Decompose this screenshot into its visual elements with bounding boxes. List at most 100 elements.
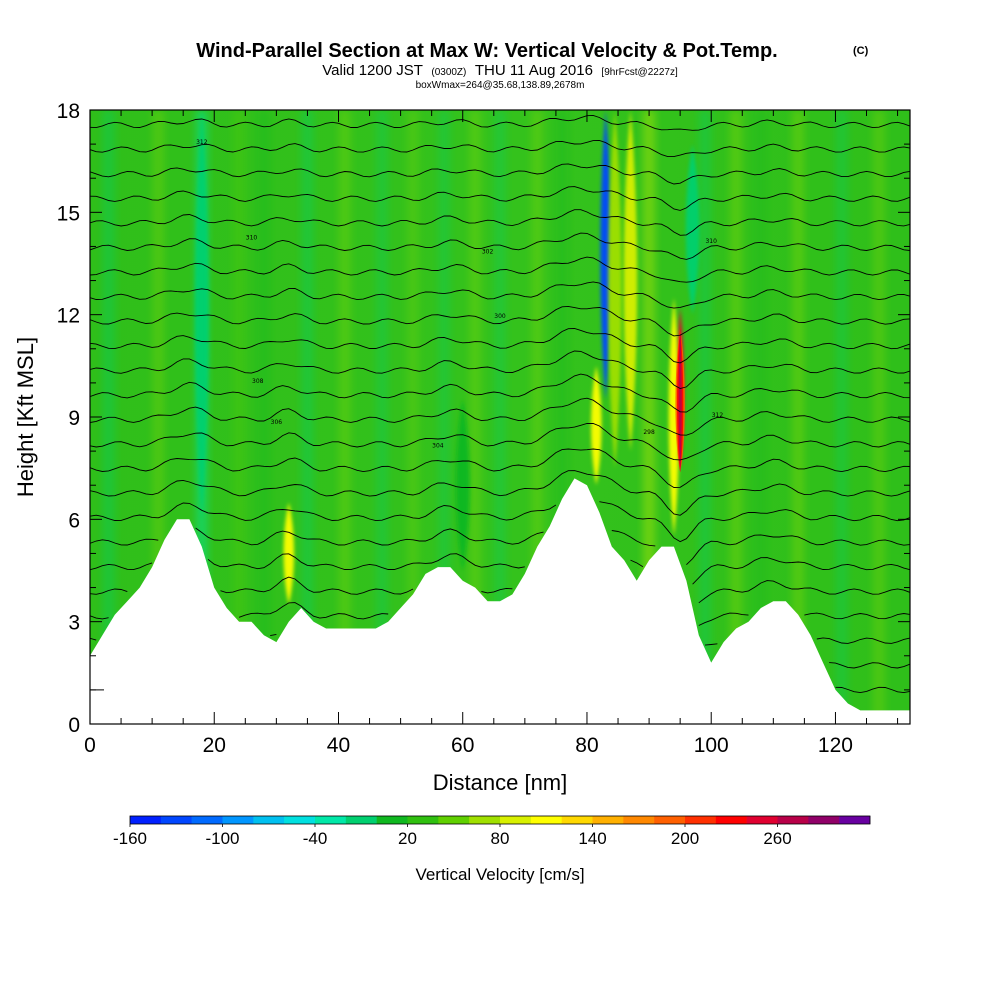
y-tick-label: 15 <box>57 202 80 225</box>
theta-contour-line <box>90 350 910 389</box>
velocity-stripe <box>338 110 351 724</box>
colorbar-tick-label: -100 <box>205 829 239 848</box>
theta-contour-line <box>90 232 910 260</box>
colorbar-tick-label: -160 <box>113 829 147 848</box>
colorbar-swatch <box>715 816 747 824</box>
theta-contour-label: 302 <box>482 248 494 255</box>
velocity-stripe <box>792 110 805 724</box>
theta-contour-line <box>90 373 910 413</box>
colorbar-tick-label: 260 <box>763 829 791 848</box>
theta-contour-label: 306 <box>271 419 283 426</box>
colorbar-swatch <box>592 816 624 824</box>
velocity-stripe <box>699 110 711 724</box>
velocity-stripe <box>754 110 767 724</box>
y-tick-label: 12 <box>57 305 80 328</box>
colorbar-swatch <box>222 816 254 824</box>
colorbar-swatch <box>253 816 285 824</box>
colorbar-swatch <box>777 816 809 824</box>
x-tick-label: 0 <box>84 734 96 757</box>
theta-contour-line <box>829 662 910 669</box>
x-axis-ticks: 0 20 40 60 80 100 120 <box>84 110 899 757</box>
colorbar-swatch <box>746 816 778 824</box>
theta-contour-label: 310 <box>705 238 717 245</box>
theta-contour-line <box>90 140 910 158</box>
theta-contour-label: 310 <box>246 235 258 242</box>
colorbar-tick-label: 140 <box>578 829 606 848</box>
velocity-stripe <box>730 110 743 724</box>
theta-contour-line <box>90 501 910 543</box>
velocity-stripe <box>257 110 270 724</box>
theta-contour-label: 298 <box>643 429 655 436</box>
colorbar-swatch <box>654 816 686 824</box>
colorbar-swatch <box>438 816 470 824</box>
theta-contour-label: 300 <box>494 313 506 320</box>
theta-contour-line <box>90 397 910 436</box>
theta-contour-line <box>835 686 910 694</box>
updraft-core <box>678 327 682 473</box>
theta-contour-line <box>90 209 910 236</box>
theta-contour-line <box>90 281 910 309</box>
valid-date: THU 11 Aug 2016 <box>475 62 593 79</box>
theta-contour-label: 308 <box>252 378 264 385</box>
colorbar-swatch <box>469 816 501 824</box>
colorbar-swatch <box>130 816 162 824</box>
theta-contour-line <box>90 305 910 337</box>
theta-contour-line <box>90 576 910 604</box>
theta-contours: 312 310 308 306 304 302 300 298 312 310 <box>90 114 910 694</box>
x-tick-label: 120 <box>818 734 853 757</box>
title-block: Wind-Parallel Section at Max W: Vertical… <box>196 40 868 91</box>
colorbar-swatch <box>160 816 192 824</box>
copyright-mark: (C) <box>853 45 869 57</box>
colorbar-swatch <box>284 816 316 824</box>
x-tick-label: 60 <box>451 734 474 757</box>
colorbar-swatch <box>561 816 593 824</box>
velocity-core <box>195 110 209 520</box>
colorbar-swatch <box>839 816 871 824</box>
valid-prefix: Valid 1200 JST <box>322 62 423 79</box>
colorbar-tick-label: 20 <box>398 829 417 848</box>
colorbar-tick-label: 80 <box>491 829 510 848</box>
theta-contour-label: 304 <box>432 443 444 450</box>
theta-contour-line <box>90 114 910 131</box>
x-tick-label: 80 <box>575 734 598 757</box>
theta-contour-line <box>90 602 910 626</box>
theta-contour-line <box>90 186 910 211</box>
valid-utc: (0300Z) <box>431 67 466 78</box>
colorbar-swatch <box>191 816 223 824</box>
velocity-core <box>668 297 680 537</box>
colorbar-label: Vertical Velocity [cm/s] <box>415 865 584 884</box>
colorbar-swatch <box>315 816 347 824</box>
theta-contour-line <box>90 256 910 283</box>
colorbar-swatch <box>530 816 562 824</box>
theta-contour-line <box>90 553 910 585</box>
x-tick-label: 40 <box>327 734 350 757</box>
colorbar-swatch <box>500 816 532 824</box>
y-axis-ticks: 0 3 6 9 12 15 18 <box>57 100 910 737</box>
velocity-stripe <box>469 110 482 724</box>
theta-contour-line <box>90 470 910 516</box>
theta-contour-line <box>90 633 910 646</box>
colorbar-tick-label: 200 <box>671 829 699 848</box>
colorbar-swatch <box>808 816 840 824</box>
x-tick-label: 100 <box>694 734 729 757</box>
colorbar-swatch <box>685 816 717 824</box>
theta-contour-line <box>90 527 910 566</box>
theta-contour-label: 312 <box>712 412 724 419</box>
colorbar-tick-label: -40 <box>303 829 328 848</box>
theta-contour-line <box>90 422 910 461</box>
box-wmax-line: boxWmax=264@35.68,138.89,2678m <box>416 80 585 91</box>
velocity-stripe <box>375 110 388 724</box>
velocity-core <box>455 399 470 571</box>
forecast-info: [9hrFcst@2227z] <box>601 67 678 78</box>
y-axis-label: Height [Kft MSL] <box>13 337 38 497</box>
velocity-core <box>608 110 622 469</box>
terrain-mask <box>90 478 910 724</box>
y-tick-label: 18 <box>57 100 80 123</box>
velocity-stripe <box>301 110 314 724</box>
colorbar-swatch <box>376 816 408 824</box>
theta-contour-line <box>90 448 910 488</box>
colorbar: -160 -100 -40 20 80 140 200 260 <box>113 815 871 848</box>
y-tick-label: 0 <box>68 714 80 737</box>
y-tick-label: 9 <box>68 407 80 430</box>
